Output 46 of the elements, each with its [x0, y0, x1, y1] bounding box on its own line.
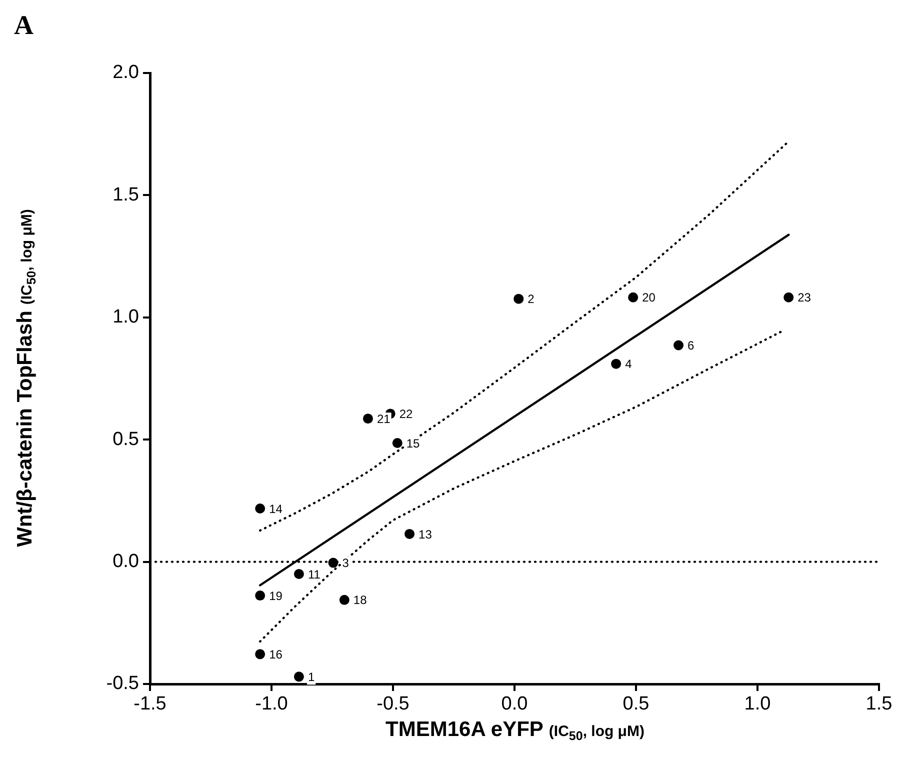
- y-tick-label: 2.0: [112, 62, 139, 84]
- point: [294, 569, 304, 580]
- point: [255, 590, 266, 601]
- annotation: 18: [353, 593, 368, 608]
- x-tick-label: 0.5: [622, 694, 650, 715]
- annotation: 3: [342, 556, 350, 570]
- annotation: 14: [269, 502, 283, 516]
- point: [255, 649, 266, 660]
- x-tick-label: -0.5: [376, 694, 410, 715]
- point: [339, 594, 350, 605]
- y-tick-label: -0.5: [106, 673, 139, 694]
- point: [514, 294, 524, 304]
- point: [674, 340, 684, 350]
- x-tick-label: -1.5: [134, 694, 166, 715]
- annotation: 23: [798, 290, 812, 305]
- y-tick-label: 1.5: [112, 184, 139, 206]
- x-tick-label: 0.0: [501, 694, 528, 715]
- point: [784, 292, 794, 302]
- y-tick-label: 0.5: [112, 428, 139, 450]
- annotation: 22: [399, 407, 413, 422]
- x-axis-title: TMEM16A eYFP (IC$_{50}$, log μM): [386, 718, 644, 743]
- point: [294, 672, 304, 682]
- annotation: 19: [269, 588, 283, 603]
- annotation: 4: [625, 357, 632, 372]
- annotation: 15: [406, 436, 420, 450]
- x-tick-label: 1.0: [744, 694, 771, 715]
- point: [611, 358, 622, 369]
- annotation: 13: [418, 527, 432, 542]
- y-tick-label: 1.0: [112, 306, 139, 328]
- x-tick-label: -1.0: [255, 694, 288, 715]
- annotation: 16: [269, 647, 283, 662]
- text: A: [14, 10, 34, 41]
- annotation: 2: [528, 292, 535, 306]
- x-tick-label: 1.5: [866, 694, 892, 715]
- annotation: 21: [376, 412, 391, 426]
- point: [628, 292, 638, 302]
- annotation: 20: [642, 290, 656, 305]
- annotation: 6: [688, 338, 695, 353]
- y-tick-label: 0.0: [112, 551, 139, 572]
- annotation: 11: [308, 567, 321, 582]
- annotation: 1: [308, 670, 315, 684]
- line-series: [258, 140, 790, 532]
- point: [362, 414, 373, 424]
- point: [392, 438, 402, 448]
- point: [255, 504, 266, 514]
- point: [404, 528, 415, 539]
